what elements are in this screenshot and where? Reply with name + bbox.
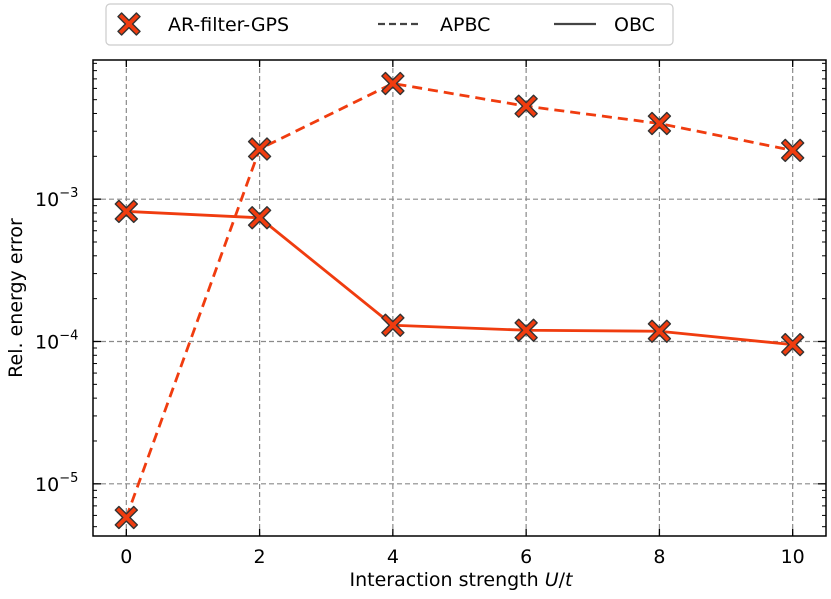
data-point-obc — [247, 206, 272, 230]
legend-label-apbc: APBC — [440, 14, 490, 36]
x-tick-labels: 0 2 4 6 8 10 — [120, 546, 805, 568]
data-point-obc — [780, 332, 805, 357]
y-axis-label: Rel. energy error — [5, 218, 27, 378]
legend-label-obc: OBC — [614, 14, 655, 36]
data-point-apbc — [514, 94, 538, 118]
plot-frame — [92, 59, 827, 537]
data-point-apbc — [247, 137, 272, 161]
data-point-apbc — [114, 505, 139, 530]
series-line-obc — [126, 210, 793, 347]
grid — [93, 60, 826, 536]
data-point-obc — [647, 319, 672, 343]
x-axis-label: Interaction strength U/t — [350, 569, 575, 591]
data-point-obc — [381, 313, 405, 337]
x-tick-label: 2 — [254, 546, 266, 568]
y-tick-label: 10−3 — [35, 186, 78, 211]
legend-label-ar-filter-gps: AR-filter-GPS — [168, 14, 289, 36]
y-tick-labels: 10−5 10−4 10−3 — [35, 186, 78, 496]
series-line-apbc — [125, 82, 793, 518]
x-tick-label: 8 — [653, 546, 665, 568]
data-point-apbc — [381, 71, 405, 96]
y-tick-label: 10−5 — [35, 471, 78, 496]
x-tick-label: 4 — [387, 546, 399, 568]
legend: AR-filter-GPS APBC OBC — [105, 3, 674, 46]
series-layer — [125, 82, 793, 518]
data-point-apbc — [780, 138, 805, 163]
data-point-apbc — [647, 111, 672, 136]
marker-layer — [114, 71, 805, 530]
legend-marker-cross — [117, 12, 141, 36]
x-tick-label: 10 — [781, 546, 805, 568]
ticks — [93, 60, 826, 536]
y-tick-label: 10−4 — [35, 328, 78, 353]
x-tick-label: 0 — [120, 546, 132, 568]
data-point-obc — [114, 199, 139, 224]
data-point-obc — [514, 318, 538, 342]
x-tick-label: 6 — [520, 546, 532, 568]
legend-marker-ar-filter-gps — [117, 12, 141, 36]
